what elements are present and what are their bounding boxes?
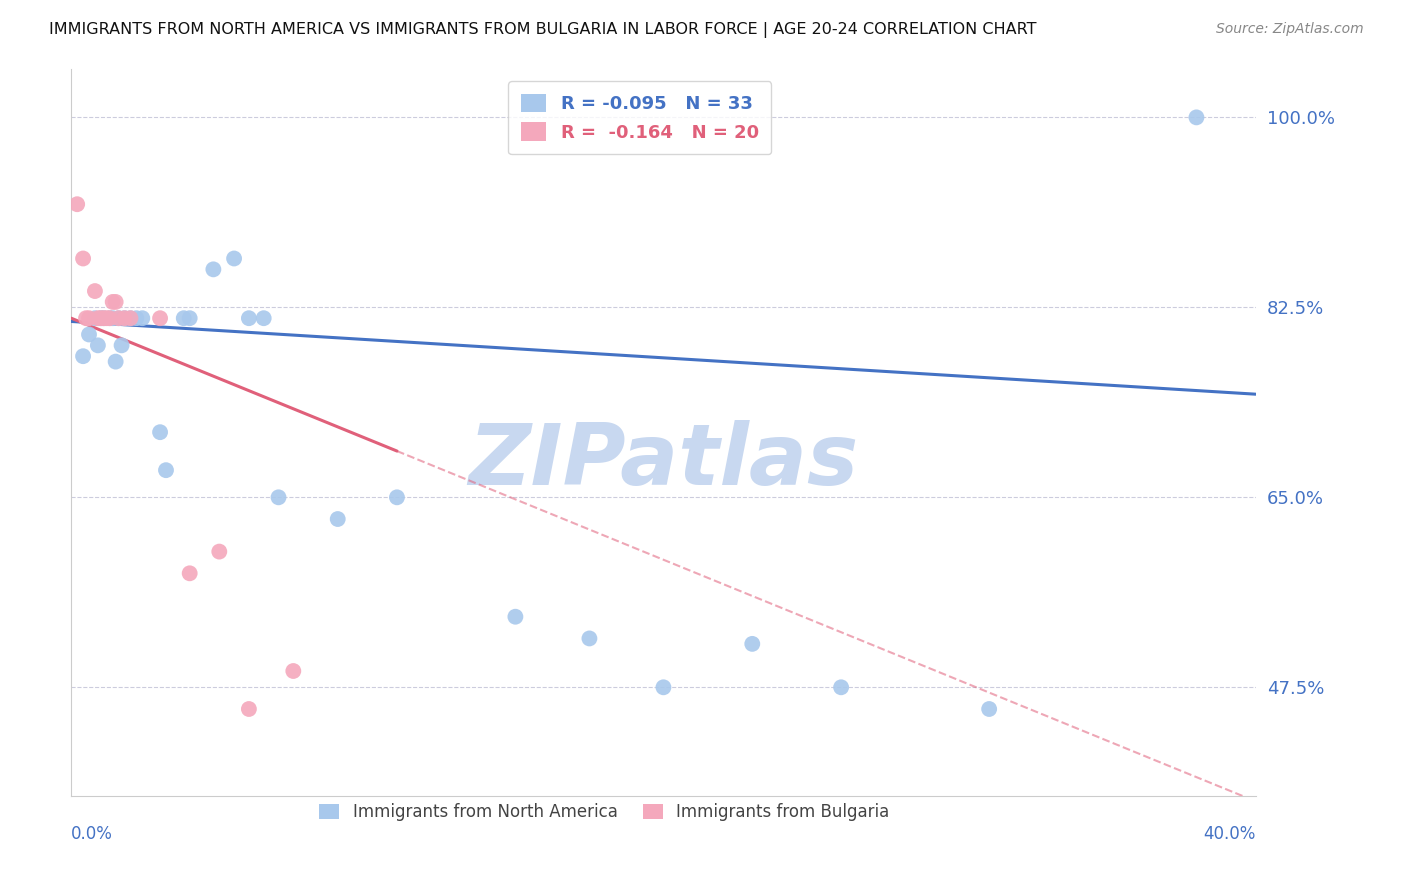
Point [238,311,260,326]
Point [104,354,127,368]
Point [578,632,600,646]
Point [75,311,97,326]
Point [283,664,305,678]
Point [505,609,527,624]
Point [830,681,852,695]
Point [87,311,110,326]
Point [131,311,153,326]
Point [741,637,763,651]
Point [98,311,121,326]
Point [104,294,127,309]
Point [93,311,115,326]
Point [84,284,107,298]
Point [93,311,115,326]
Text: Source: ZipAtlas.com: Source: ZipAtlas.com [1216,22,1364,37]
Point [208,544,231,558]
Point [120,311,142,326]
Point [101,311,124,326]
Point [979,702,1001,716]
Point [222,252,245,266]
Point [652,681,675,695]
Point [114,311,136,326]
Point [179,566,201,581]
Point [125,311,148,326]
Point [149,311,172,326]
Point [149,425,172,440]
Point [238,702,260,716]
Point [110,338,132,352]
Point [72,349,94,363]
Point [173,311,195,326]
Text: 0.0%: 0.0% [72,825,112,843]
Text: IMMIGRANTS FROM NORTH AMERICA VS IMMIGRANTS FROM BULGARIA IN LABOR FORCE | AGE 2: IMMIGRANTS FROM NORTH AMERICA VS IMMIGRA… [49,22,1036,38]
Point [326,512,349,526]
Legend: Immigrants from North America, Immigrants from Bulgaria: Immigrants from North America, Immigrant… [312,797,896,828]
Point [179,311,201,326]
Point [90,311,112,326]
Point [1185,111,1208,125]
Point [114,311,136,326]
Text: ZIPatlas: ZIPatlas [468,420,859,503]
Point [87,338,110,352]
Point [202,262,225,277]
Point [72,252,94,266]
Point [77,311,100,326]
Point [101,294,124,309]
Point [90,311,112,326]
Point [66,197,89,211]
Point [385,491,408,505]
Point [253,311,276,326]
Point [107,311,129,326]
Point [77,327,100,342]
Point [155,463,177,477]
Point [107,311,129,326]
Point [267,491,290,505]
Point [98,311,121,326]
Text: 40.0%: 40.0% [1204,825,1256,843]
Point [96,311,118,326]
Point [84,311,107,326]
Point [120,311,142,326]
